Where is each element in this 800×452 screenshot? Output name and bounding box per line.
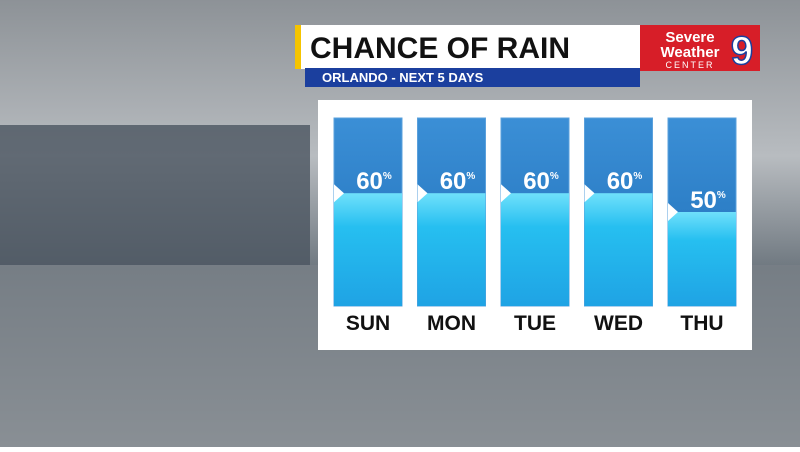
level-marker <box>668 203 678 221</box>
value-unit: % <box>550 171 559 182</box>
bar <box>584 193 653 306</box>
x-tick-label: WED <box>594 312 643 335</box>
x-tick-label: MON <box>427 312 476 335</box>
value-number: 60 <box>356 168 383 195</box>
subtitle-bar <box>305 68 640 87</box>
logo-line2: Weather <box>661 44 720 61</box>
title-bar <box>295 25 640 69</box>
bar <box>334 193 402 306</box>
bar <box>501 193 569 306</box>
value-number: 60 <box>607 168 634 195</box>
title-accent <box>295 25 301 69</box>
value-unit: % <box>466 171 475 182</box>
level-marker <box>584 184 595 203</box>
value-label: 60% <box>440 168 476 195</box>
level-marker <box>334 184 344 203</box>
level-marker <box>501 184 511 203</box>
subtitle: ORLANDO - NEXT 5 DAYS <box>322 70 484 85</box>
value-label: 60% <box>523 168 559 195</box>
chart-title: CHANCE OF RAIN <box>310 32 570 65</box>
logo-number: 9 <box>731 29 753 73</box>
value-label: 50% <box>690 187 726 214</box>
bar <box>668 212 736 306</box>
bar <box>417 193 486 306</box>
value-label: 60% <box>356 168 392 195</box>
x-tick-label: SUN <box>346 312 390 335</box>
value-unit: % <box>383 171 392 182</box>
building <box>0 125 310 265</box>
logo-box <box>640 25 760 71</box>
value-number: 60 <box>440 168 467 195</box>
value-number: 60 <box>523 168 550 195</box>
value-unit: % <box>717 190 726 201</box>
level-marker <box>417 184 428 203</box>
x-tick-label: TUE <box>514 312 556 335</box>
value-number: 50 <box>690 187 717 214</box>
x-tick-label: THU <box>680 312 723 335</box>
value-label: 60% <box>607 168 643 195</box>
logo-line3: CENTER <box>665 60 714 70</box>
logo-line1: Severe <box>665 29 714 46</box>
value-unit: % <box>633 171 642 182</box>
